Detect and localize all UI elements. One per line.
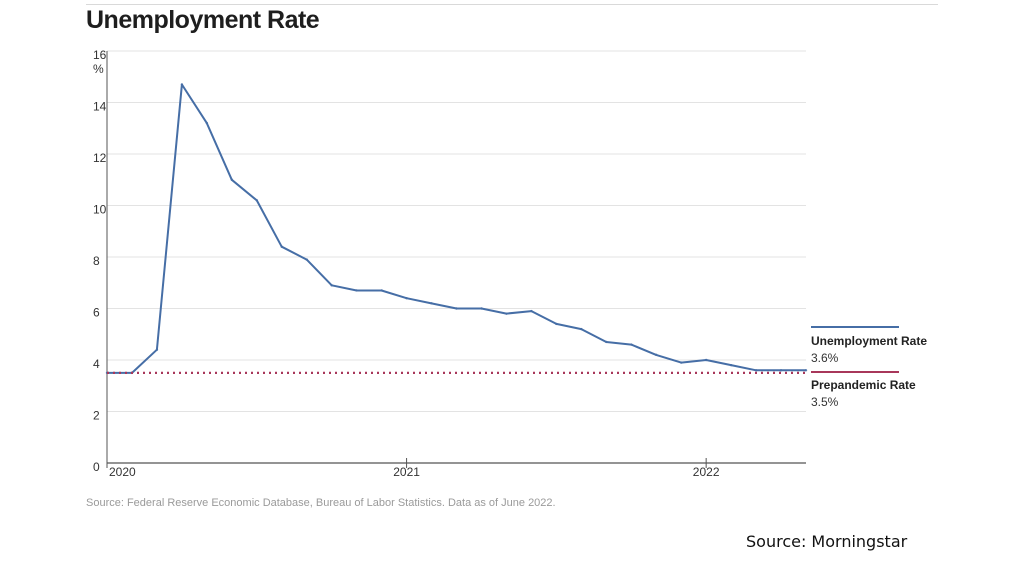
top-rule <box>86 4 938 5</box>
legend-entry-value: 3.6% <box>811 351 839 365</box>
data-point <box>180 83 184 86</box>
legend: Unemployment Rate 3.6% Prepandemic Rate 3.5… <box>811 326 927 409</box>
y-tick-label: 12 <box>93 151 107 165</box>
y-axis-unit-label: % <box>93 62 104 76</box>
data-point <box>480 307 483 310</box>
data-point <box>530 309 533 313</box>
x-tick-label: 2020 <box>109 465 136 479</box>
axes <box>106 51 806 468</box>
data-point <box>729 363 733 367</box>
data-point <box>580 327 583 331</box>
legend-entry-name: Unemployment Rate <box>811 334 927 348</box>
data-point <box>155 348 159 351</box>
data-point <box>555 322 558 326</box>
y-tick-labels: 0 2 4 6 8 10 12 14 16 <box>93 48 107 474</box>
data-point <box>405 297 408 300</box>
y-tick-label: 10 <box>93 203 107 217</box>
y-tick-label: 8 <box>93 254 100 268</box>
data-point <box>255 199 258 202</box>
data-point <box>305 258 308 261</box>
unemployment-rate-line <box>107 83 806 374</box>
data-point <box>280 245 283 248</box>
data-point <box>230 178 234 181</box>
y-tick-label: 2 <box>93 409 100 423</box>
data-point <box>330 284 333 287</box>
y-tick-label: 16 <box>93 48 107 62</box>
data-point <box>605 340 608 344</box>
y-tick-label: 14 <box>93 100 107 114</box>
chart-title: Unemployment Rate <box>86 6 320 34</box>
legend-entry-value: 3.5% <box>811 395 839 409</box>
data-point <box>630 343 633 346</box>
legend-entry-name: Prepandemic Rate <box>811 378 916 392</box>
data-point <box>804 369 808 372</box>
y-tick-label: 4 <box>93 357 100 371</box>
data-point <box>704 358 708 362</box>
data-point <box>455 307 458 310</box>
data-point <box>205 121 209 125</box>
y-tick-label: 0 <box>93 460 100 474</box>
data-point <box>430 302 433 305</box>
data-point <box>679 361 683 364</box>
data-point <box>380 289 383 292</box>
attribution: Source: Morningstar <box>746 532 908 551</box>
x-tick-label: 2021 <box>393 465 420 479</box>
data-point <box>655 353 658 357</box>
y-tick-label: 6 <box>93 306 100 320</box>
data-point <box>505 312 508 315</box>
x-tick-labels: 2020 2021 2022 <box>109 465 720 479</box>
data-point <box>779 369 783 372</box>
x-tick-label: 2022 <box>693 465 720 479</box>
grid-lines <box>107 50 806 412</box>
series-lines <box>105 83 808 375</box>
source-note: Source: Federal Reserve Economic Databas… <box>86 497 556 509</box>
data-point <box>355 289 358 292</box>
data-point <box>754 369 758 372</box>
